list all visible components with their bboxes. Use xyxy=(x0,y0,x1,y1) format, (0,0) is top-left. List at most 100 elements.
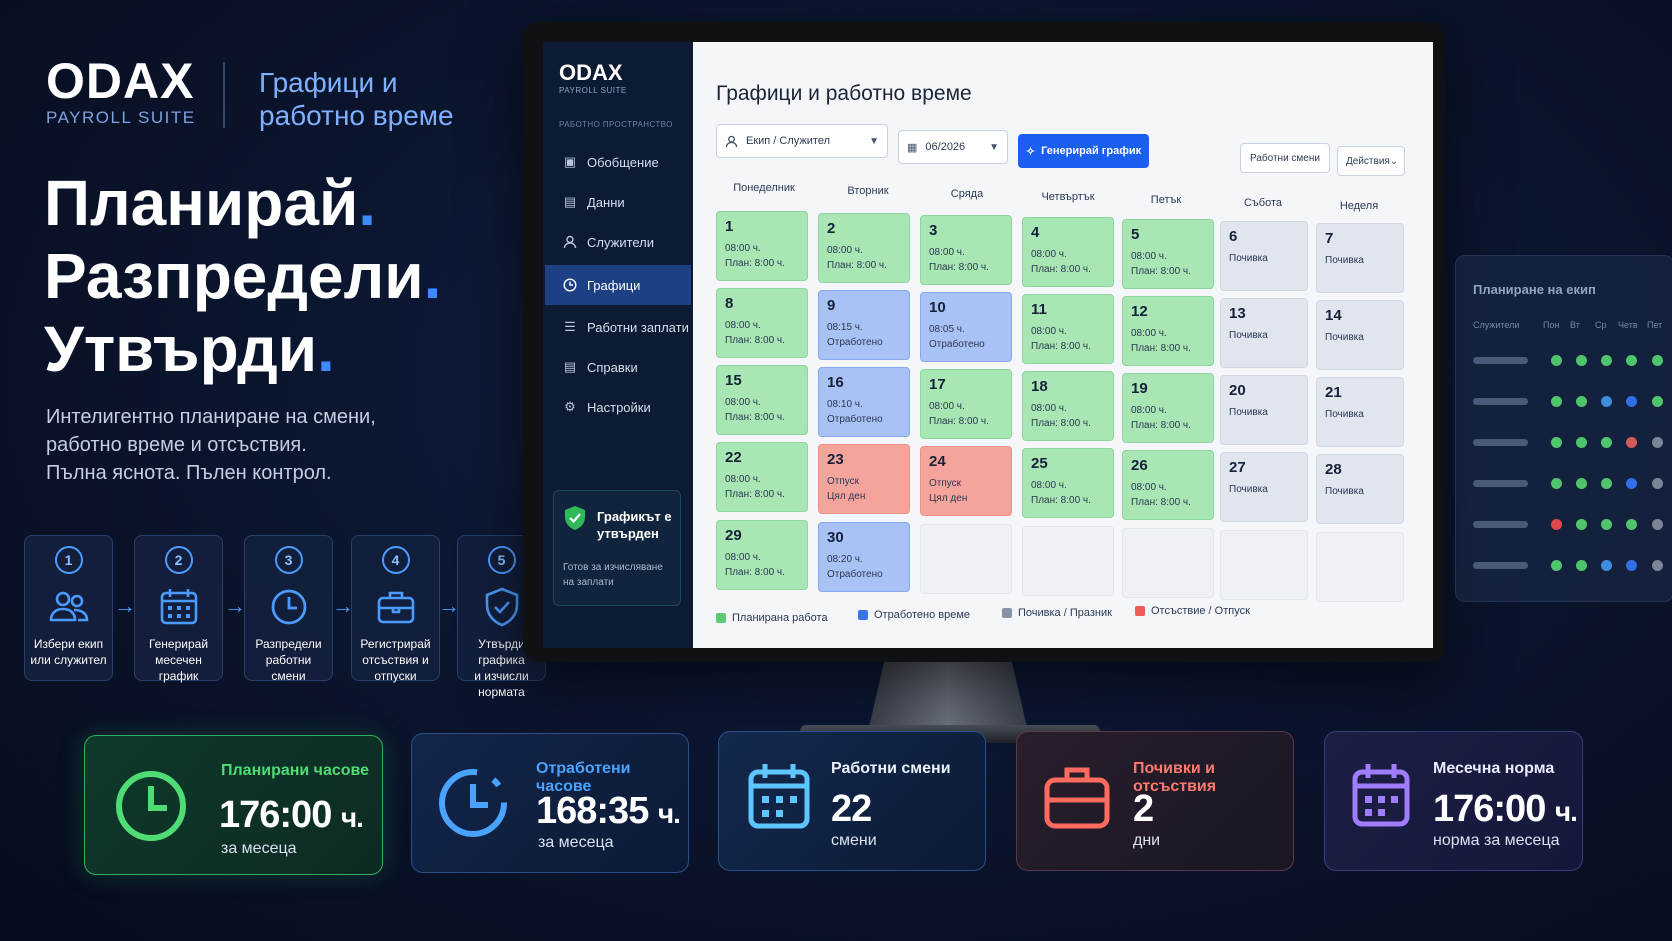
calendar-icon xyxy=(160,589,197,625)
status-dot xyxy=(1652,355,1663,366)
calendar-day-cell[interactable]: 30 08:20 ч. Отработено xyxy=(818,522,910,592)
team-col-day: Вт xyxy=(1570,320,1580,330)
day-line1: 08:15 ч. xyxy=(827,322,863,333)
calendar-day-cell[interactable]: 29 08:00 ч. План: 8:00 ч. xyxy=(716,520,808,590)
sidebar-item-employees[interactable]: Служители xyxy=(545,222,691,262)
sidebar-item-schedules[interactable]: Графици xyxy=(545,265,691,305)
calendar-day-cell[interactable]: 15 08:00 ч. План: 8:00 ч. xyxy=(716,365,808,435)
calendar-day-cell[interactable]: 28 Почивка xyxy=(1316,454,1404,524)
team-col-day: Пет xyxy=(1647,320,1663,330)
calendar-day-cell[interactable]: 20 Почивка xyxy=(1220,375,1308,445)
day-line1: Почивка xyxy=(1229,330,1268,341)
day-number: 2 xyxy=(827,220,836,237)
status-dot xyxy=(1626,560,1637,571)
legend-worked: Отработено време xyxy=(858,609,970,621)
brand-subtitle: PAYROLL SUITE xyxy=(46,108,196,127)
calendar-day-cell[interactable]: 4 08:00 ч. План: 8:00 ч. xyxy=(1022,217,1114,287)
status-dot xyxy=(1601,396,1612,407)
calendar-day-cell[interactable]: 26 08:00 ч. План: 8:00 ч. xyxy=(1122,450,1214,520)
weekday-header: Сряда xyxy=(950,188,984,200)
day-number: 9 xyxy=(827,297,836,314)
day-line1: 08:00 ч. xyxy=(1131,251,1167,262)
status-dot xyxy=(1601,560,1612,571)
work-shifts-button[interactable]: Работни смени xyxy=(1240,143,1330,173)
day-line1: 08:05 ч. xyxy=(929,324,965,335)
calendar-day-cell[interactable]: 10 08:05 ч. Отработено xyxy=(920,292,1012,362)
sparkle-icon: ✧ xyxy=(1025,145,1036,158)
sidebar-section-label: РАБОТНО ПРОСТРАНСТВО xyxy=(559,120,673,129)
legend-rest: Почивка / Празник xyxy=(1002,607,1112,619)
day-line1: 08:00 ч. xyxy=(1131,328,1167,339)
sidebar-item-settings[interactable]: ⚙ Настройки xyxy=(564,399,651,415)
calendar-day-cell[interactable]: 14 Почивка xyxy=(1316,300,1404,370)
day-line2: Отработено xyxy=(827,569,883,580)
day-line2: План: 8:00 ч. xyxy=(725,567,785,578)
day-line2: План: 8:00 ч. xyxy=(1131,266,1191,277)
day-line2: Отработено xyxy=(827,414,883,425)
calendar-day-cell[interactable]: 13 Почивка xyxy=(1220,298,1308,368)
generate-schedule-button[interactable]: ✧ Генерирай график xyxy=(1018,134,1149,168)
team-employee-select[interactable]: Екип / Служител ▼ xyxy=(716,124,888,158)
actions-button[interactable]: Действия ⌄ xyxy=(1337,146,1405,176)
day-line2: План: 8:00 ч. xyxy=(1131,420,1191,431)
calendar-day-cell[interactable]: 23 Отпуск Цял ден xyxy=(818,444,910,514)
calendar-day-cell[interactable]: 6 Почивка xyxy=(1220,221,1308,291)
status-dot xyxy=(1652,478,1663,489)
calendar-day-cell[interactable]: 3 08:00 ч. План: 8:00 ч. xyxy=(920,215,1012,285)
calendar-day-cell[interactable]: 7 Почивка xyxy=(1316,223,1404,293)
day-line1: Почивка xyxy=(1325,486,1364,497)
sidebar-item-salaries[interactable]: ☰ Работни заплати xyxy=(564,319,689,335)
legend-swatch xyxy=(858,610,868,620)
status-dot xyxy=(1601,355,1612,366)
calendar-day-cell[interactable]: 8 08:00 ч. План: 8:00 ч. xyxy=(716,288,808,358)
calendar-day-cell[interactable]: 19 08:00 ч. План: 8:00 ч. xyxy=(1122,373,1214,443)
calendar-day-cell[interactable]: 18 08:00 ч. План: 8:00 ч. xyxy=(1022,371,1114,441)
calendar-day-cell[interactable]: 27 Почивка xyxy=(1220,452,1308,522)
day-line1: 08:00 ч. xyxy=(1131,405,1167,416)
month-select[interactable]: ▦ 06/2026 ▼ xyxy=(898,130,1008,164)
day-number: 29 xyxy=(725,527,742,544)
sidebar-item-overview[interactable]: ▣ Обобщение xyxy=(563,154,659,170)
hero-heading-plan: Планирай. xyxy=(44,167,377,239)
calendar-icon xyxy=(1352,764,1410,827)
calendar-day-cell[interactable]: 22 08:00 ч. План: 8:00 ч. xyxy=(716,442,808,512)
day-number: 19 xyxy=(1131,380,1148,397)
status-dot xyxy=(1652,396,1663,407)
day-line1: 08:00 ч. xyxy=(929,247,965,258)
day-line2: Цял ден xyxy=(929,493,968,504)
calendar-day-cell[interactable]: 16 08:10 ч. Отработено xyxy=(818,367,910,437)
app-logo-subtitle: PAYROLL SUITE xyxy=(559,86,627,95)
day-line1: 08:00 ч. xyxy=(1031,249,1067,260)
status-dot xyxy=(1576,355,1587,366)
approved-text: Готов за изчисляване на заплати xyxy=(563,562,663,588)
day-number: 28 xyxy=(1325,461,1342,478)
day-line1: 08:00 ч. xyxy=(725,474,761,485)
sidebar-item-data[interactable]: ▤ Данни xyxy=(563,194,625,210)
legend-swatch xyxy=(1135,606,1145,616)
calendar-day-cell[interactable]: 17 08:00 ч. План: 8:00 ч. xyxy=(920,369,1012,439)
status-dot xyxy=(1551,478,1562,489)
employee-name-placeholder xyxy=(1473,562,1528,569)
shield-check-icon xyxy=(565,506,585,530)
calendar-day-cell[interactable]: 11 08:00 ч. План: 8:00 ч. xyxy=(1022,294,1114,364)
team-planning-panel xyxy=(1455,255,1672,602)
status-dot xyxy=(1551,396,1562,407)
stat-card-work-shifts: Работни смени 22 смени xyxy=(718,731,986,871)
calendar-day-cell[interactable]: 1 08:00 ч. План: 8:00 ч. xyxy=(716,211,808,281)
weekday-header: Понеделник xyxy=(733,182,795,194)
status-dot xyxy=(1576,437,1587,448)
calendar-day-cell[interactable]: 25 08:00 ч. План: 8:00 ч. xyxy=(1022,448,1114,518)
calendar-day-cell[interactable]: 5 08:00 ч. План: 8:00 ч. xyxy=(1122,219,1214,289)
calendar-day-cell[interactable]: 24 Отпуск Цял ден xyxy=(920,446,1012,516)
status-dot xyxy=(1601,519,1612,530)
calendar-day-cell[interactable]: 9 08:15 ч. Отработено xyxy=(818,290,910,360)
day-line1: 08:00 ч. xyxy=(1031,403,1067,414)
calendar-day-cell[interactable]: 12 08:00 ч. План: 8:00 ч. xyxy=(1122,296,1214,366)
day-line2: План: 8:00 ч. xyxy=(725,335,785,346)
calendar-cell-empty xyxy=(1122,528,1214,598)
calendar-day-cell[interactable]: 2 08:00 ч. План: 8:00 ч. xyxy=(818,213,910,283)
sidebar-item-reports[interactable]: ▤ Справки xyxy=(563,359,638,375)
calendar-day-cell[interactable]: 21 Почивка xyxy=(1316,377,1404,447)
arrow-right-icon: → xyxy=(438,593,460,618)
users-icon xyxy=(49,591,88,622)
